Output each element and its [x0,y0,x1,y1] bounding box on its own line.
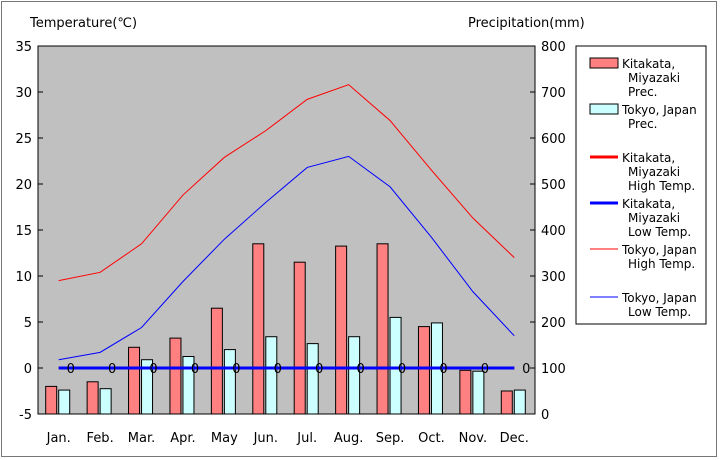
lines-group [58,84,515,370]
right-tick-label: 100 [541,362,566,377]
data-label: 0 [67,362,75,377]
legend-box [575,45,707,325]
legend-kitakata-low-label: Miyazaki [628,211,680,225]
x-tick-label: Mar. [128,431,155,446]
line-tokyo-low [58,155,515,361]
x-tick-label: Oct. [418,431,445,446]
legend-kitakata-high-label: High Temp. [628,179,695,193]
right-tick-label: 800 [541,40,566,55]
x-tick-label: Apr. [170,431,195,446]
x-tick-label: Aug. [334,431,364,446]
left-tick-label: 5 [24,316,32,331]
x-tick-label: Sep. [376,431,405,446]
data-labels-group: 0 0 0 0 0 0 0 0 0 0 0 0 [67,362,531,377]
legend-kitakata-prec-label: Kitakata, [622,57,675,71]
right-tick-label: 400 [541,224,566,239]
legend-kitakata-prec-label: Miyazaki [628,71,680,85]
data-label: 0 [439,362,447,377]
x-tick-label: Jul. [296,431,317,446]
data-label: 0 [398,362,406,377]
plot-area [38,46,535,414]
legend-kitakata-high-label: Miyazaki [628,165,680,179]
line-tokyo-high [58,84,515,282]
data-label: 0 [522,362,530,377]
bar-kitakata-prec [500,390,513,415]
legend-tokyo-prec-swatch [589,103,619,115]
legend-tokyo-high-label: High Temp. [628,257,695,271]
left-tick-label: 10 [15,270,32,285]
bar-tokyo-prec [472,370,485,415]
legend-tokyo-high-label: Tokyo, Japan [621,243,697,257]
x-tick-label: Nov. [459,431,488,446]
bar-kitakata-prec [335,245,348,415]
data-label: 0 [274,362,282,377]
legend-tokyo-prec-label: Prec. [628,117,658,131]
left-tick-label: 15 [15,224,32,239]
legend-kitakata-low-label: Low Temp. [628,225,691,239]
bar-kitakata-prec [128,346,141,415]
right-tick-label: 200 [541,316,566,331]
bar-kitakata-prec [169,337,182,415]
x-tick-label: Dec. [500,431,529,446]
right-tick-label: 300 [541,270,566,285]
legend-kitakata-high-label: Kitakata, [622,151,675,165]
bar-tokyo-prec [306,343,319,415]
bar-kitakata-prec [417,326,430,415]
bar-tokyo-prec [99,388,112,415]
right-axis: 800 700 600 500 400 300 200 100 0 [530,40,566,423]
left-tick-label: -5 [19,408,32,423]
bar-kitakata-prec [252,243,265,415]
legend-kitakata-low-label: Kitakata, [622,197,675,211]
bar-kitakata-prec [376,243,389,415]
bar-kitakata-prec [293,261,306,415]
bar-kitakata-prec [459,369,472,415]
bar-kitakata-prec [45,385,58,415]
x-tick-label: Jan. [46,431,71,446]
right-axis-title: Precipitation(mm) [468,16,585,31]
left-axis: 35 30 25 20 15 10 5 0 -5 [15,40,43,423]
x-tick-label: Feb. [87,431,114,446]
right-tick-label: 600 [541,132,566,147]
bar-kitakata-prec [210,307,223,415]
left-tick-label: 35 [15,40,32,55]
data-label: 0 [108,362,116,377]
data-label: 0 [149,362,157,377]
right-tick-label: 500 [541,178,566,193]
left-tick-label: 20 [15,178,32,193]
legend-tokyo-low-label: Tokyo, Japan [621,291,697,305]
data-label: 0 [232,362,240,377]
data-label: 0 [356,362,364,377]
legend-kitakata-prec-label: Prec. [628,85,658,99]
x-tick-label: Jun. [253,431,278,446]
bar-kitakata-prec [86,381,99,415]
data-label: 0 [315,362,323,377]
right-tick-label: 700 [541,86,566,101]
bar-tokyo-prec [223,349,236,415]
data-label: 0 [191,362,199,377]
bar-tokyo-prec [58,389,71,415]
left-axis-title: Temperature(℃) [29,16,137,31]
legend-tokyo-prec-label: Tokyo, Japan [621,103,697,117]
x-axis: Jan. Feb. Mar. Apr. May Jun. Jul. Aug. Sep. Oct. N… [46,431,529,446]
bar-tokyo-prec [513,389,526,415]
right-tick-label: 0 [541,408,549,423]
left-tick-label: 25 [15,132,32,147]
legend-kitakata-prec-swatch [589,57,619,69]
left-tick-label: 30 [15,86,32,101]
legend-tokyo-low-label: Low Temp. [628,305,691,319]
data-label: 0 [481,362,489,377]
left-tick-label: 0 [24,362,32,377]
x-tick-label: May [211,431,238,446]
